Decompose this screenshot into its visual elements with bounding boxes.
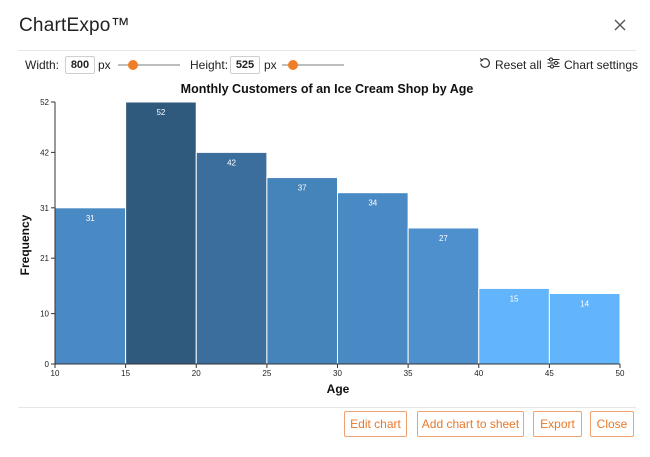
y-tick-label: 31 [40,204,49,213]
toolbar: Width: px Height: px Reset all Chart set… [0,52,650,78]
x-tick-label: 50 [616,369,625,378]
width-slider[interactable] [118,64,180,66]
histogram-bar [195,151,268,365]
histogram-bar [548,292,621,365]
chart-settings-button[interactable]: Chart settings [547,57,638,72]
histogram-bar [125,101,197,365]
bar-value-label: 15 [510,294,519,303]
bar-value-label: 52 [156,108,165,117]
y-axis-label: Frequency [18,214,32,275]
y-tick-label: 0 [45,360,50,369]
title-bar: ChartExpo™ [0,0,650,50]
x-tick-label: 40 [474,369,483,378]
close-button[interactable]: Close [590,411,634,437]
x-tick-label: 10 [51,369,60,378]
chart-settings-label: Chart settings [564,57,639,72]
histogram-bar [266,177,338,365]
bar-value-label: 34 [368,199,377,208]
width-slider-thumb[interactable] [127,60,138,70]
histogram-bar [54,207,127,365]
height-label: Height: [190,58,229,72]
histogram-chart: Monthly Customers of an Ice Cream Shop b… [18,82,625,396]
y-tick-label: 21 [40,254,49,263]
bar-value-label: 37 [298,184,307,193]
x-tick-label: 45 [545,369,554,378]
width-unit: px [98,58,111,72]
histogram-bar [478,287,550,365]
reset-all-button[interactable]: Reset all [479,57,542,72]
reset-all-label: Reset all [495,57,542,72]
width-label: Width: [25,58,60,72]
x-axis-label: Age [327,382,350,396]
histogram-bar [337,192,409,365]
y-tick-label: 52 [40,98,49,107]
x-tick-label: 30 [333,369,342,378]
bar-value-label: 31 [86,214,95,223]
chart-title: Monthly Customers of an Ice Cream Shop b… [181,82,474,96]
y-tick-label: 10 [40,310,49,319]
height-slider[interactable] [282,64,344,66]
height-slider-thumb[interactable] [287,60,298,70]
header-divider [18,50,636,51]
height-unit: px [264,58,277,72]
footer-divider [18,407,636,408]
x-tick-label: 35 [404,369,413,378]
reset-icon [479,57,491,72]
export-button[interactable]: Export [533,411,582,437]
width-input[interactable] [65,56,95,74]
bar-value-label: 27 [439,234,448,243]
histogram-bar [407,227,480,365]
x-tick-label: 25 [262,369,271,378]
bar-value-label: 42 [227,158,236,167]
close-icon[interactable] [611,16,629,34]
height-input[interactable] [230,56,260,74]
x-tick-label: 20 [192,369,201,378]
app-title: ChartExpo™ [19,15,130,36]
bar-value-label: 14 [580,299,589,308]
y-tick-label: 42 [40,148,49,157]
edit-chart-button[interactable]: Edit chart [344,411,407,437]
sliders-icon [547,57,560,72]
x-tick-label: 15 [121,369,130,378]
add-chart-to-sheet-button[interactable]: Add chart to sheet [417,411,524,437]
